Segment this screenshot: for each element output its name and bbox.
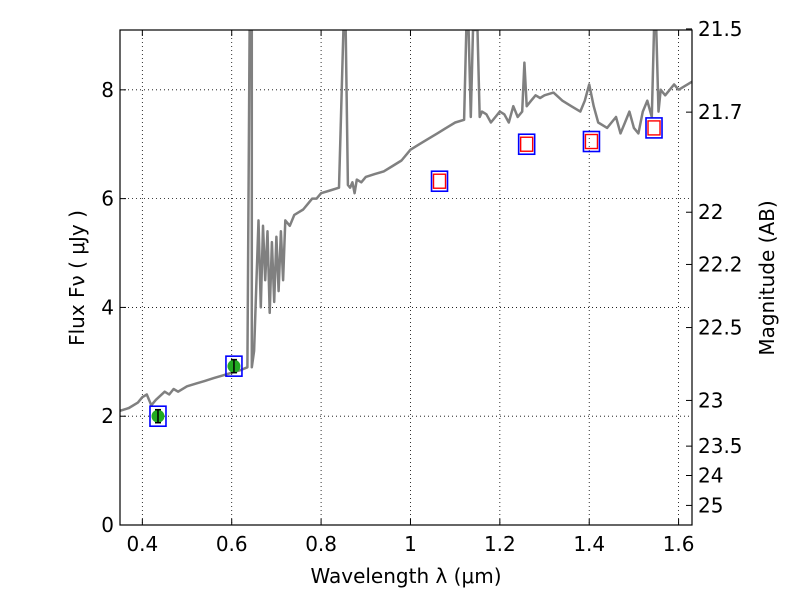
y-tick-label: 0 xyxy=(101,513,114,537)
x-tick-label: 0.6 xyxy=(216,532,248,556)
upper-limit-box xyxy=(584,133,599,150)
y2-tick-label: 25 xyxy=(698,493,723,517)
x-tick-label: 1 xyxy=(404,532,417,556)
y-tick-label: 6 xyxy=(101,187,114,211)
x-axis-label: Wavelength λ (μm) xyxy=(310,564,501,588)
upper-limit-box xyxy=(519,136,534,152)
model-box xyxy=(149,405,167,428)
y2-tick-label: 21.7 xyxy=(698,100,743,124)
x-tick-label: 1.4 xyxy=(573,532,605,556)
model-box xyxy=(430,170,449,193)
upper-limit-box xyxy=(432,173,447,189)
tick-marks xyxy=(120,28,692,526)
model-box xyxy=(645,117,663,139)
y2-tick-label: 23.5 xyxy=(698,434,743,458)
model-box xyxy=(225,355,243,377)
spectrum-layer xyxy=(120,30,692,412)
x-tick-label: 0.8 xyxy=(305,532,337,556)
grid-lines xyxy=(120,30,692,526)
x-tick-label: 0.4 xyxy=(126,532,158,556)
y2-tick-label: 22 xyxy=(698,200,723,224)
plot-frame xyxy=(119,29,693,526)
model-box xyxy=(517,133,536,156)
y2-tick-label: 22.2 xyxy=(698,252,743,276)
y2-tick-label: 24 xyxy=(698,464,723,488)
y2-tick-label: 23 xyxy=(698,388,723,412)
y-tick-label: 8 xyxy=(101,78,114,102)
spectrum-line xyxy=(120,30,692,412)
y2-axis-label: Magnitude (AB) xyxy=(755,200,779,355)
y-tick-label: 2 xyxy=(101,404,114,428)
upper-limit-box xyxy=(647,120,661,136)
tick-labels: 0.4 0.6 0.8 1 1.2 1.4 1.60246821.521.72222.222… xyxy=(101,17,742,556)
y-tick-label: 4 xyxy=(101,295,114,319)
marker-layer xyxy=(149,117,663,428)
y2-tick-label: 21.5 xyxy=(698,17,743,41)
x-tick-label: 1.6 xyxy=(663,532,695,556)
y-axis-label: Flux Fν ( μJy ) xyxy=(65,210,89,346)
x-tick-label: 1.2 xyxy=(484,532,516,556)
model-box xyxy=(582,130,601,153)
y2-tick-label: 22.5 xyxy=(698,316,743,340)
